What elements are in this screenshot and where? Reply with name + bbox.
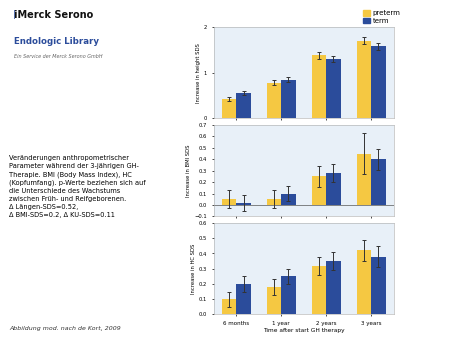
Bar (312, 55, 326, 118)
Bar (326, 173, 341, 205)
Bar (222, 99, 236, 118)
X-axis label: Time after start GH therapy: Time after start GH therapy (263, 131, 345, 137)
Y-axis label: Increase in height SDS: Increase in height SDS (196, 43, 201, 103)
Legend: preterm, term: preterm, term (364, 10, 400, 24)
Bar (236, 93, 251, 118)
Bar (312, 176, 326, 205)
Text: Veränderungen anthropometrischer
Parameter während der 3-jährigen GH-
Therapie. : Veränderungen anthropometrischer Paramet… (9, 155, 146, 218)
Bar (371, 159, 386, 205)
Bar (267, 199, 281, 205)
Bar (222, 199, 236, 205)
Y-axis label: Increase in HC SDS: Increase in HC SDS (191, 243, 196, 294)
Bar (267, 83, 281, 118)
Y-axis label: Increase in BMI SDS: Increase in BMI SDS (186, 144, 191, 197)
Text: Endologic Library: Endologic Library (14, 37, 99, 46)
Text: |: | (14, 10, 16, 19)
Bar (357, 41, 371, 118)
X-axis label: Time after start GH therapy: Time after start GH therapy (263, 230, 345, 235)
Bar (326, 261, 341, 314)
Bar (281, 79, 296, 118)
Bar (281, 276, 296, 314)
Bar (312, 266, 326, 314)
Bar (222, 299, 236, 314)
Text: Abbildung mod. nach de Kort, 2009: Abbildung mod. nach de Kort, 2009 (9, 326, 121, 331)
Bar (281, 193, 296, 205)
Bar (236, 284, 251, 314)
Bar (236, 203, 251, 205)
Bar (371, 46, 386, 118)
Bar (267, 287, 281, 314)
Bar (357, 250, 371, 314)
Text: Ein Service der Merck Serono GmbH: Ein Service der Merck Serono GmbH (14, 54, 102, 59)
Bar (326, 59, 341, 118)
Bar (371, 257, 386, 314)
X-axis label: Time after start GH therapy: Time after start GH therapy (263, 328, 345, 333)
Text: iMerck Serono: iMerck Serono (14, 10, 93, 20)
Bar (357, 153, 371, 205)
